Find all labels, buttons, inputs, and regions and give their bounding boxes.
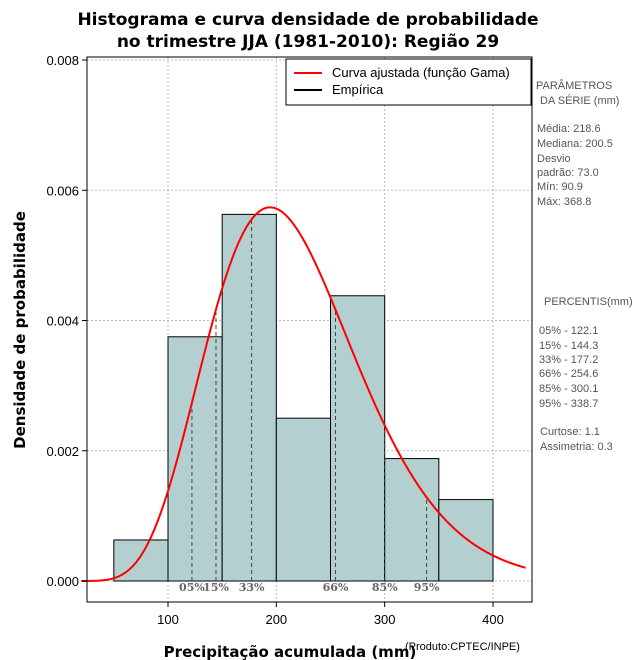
stat-mediana: Mediana: 200.5 bbox=[537, 138, 613, 150]
stat-media: Média: 218.6 bbox=[537, 123, 601, 135]
percentile-labels: 05%15% 33% 66% 85% 95% bbox=[179, 581, 440, 594]
histogram-bar-1 bbox=[167, 336, 223, 582]
histogram-bar-6 bbox=[438, 499, 494, 582]
histogram-bar-5 bbox=[384, 458, 440, 582]
chart-title-line2: no trimestre JJA (1981-2010): Região 29 bbox=[117, 32, 499, 52]
y-tick-label-3: 0.006 bbox=[46, 183, 79, 198]
stat-curtose: Curtose: 1.1 bbox=[540, 426, 600, 438]
stat-p85: 85% - 300.1 bbox=[539, 383, 598, 395]
product-credit: (Produto:CPTEC/INPE) bbox=[405, 641, 520, 653]
percentis-header: PERCENTIS(mm) bbox=[544, 296, 633, 308]
stat-desvio-2: padrão: 73.0 bbox=[537, 167, 599, 179]
percentile-label-33%: 33% bbox=[239, 581, 265, 594]
x-axis: 100 200 300 400 bbox=[157, 602, 504, 627]
percentile-label-95%: 95% bbox=[414, 581, 440, 594]
y-tick-label-4: 0.008 bbox=[46, 53, 79, 68]
stat-min: Mín: 90.9 bbox=[537, 181, 583, 193]
stat-desvio-1: Desvio bbox=[537, 153, 571, 165]
stat-p15: 15% - 144.3 bbox=[539, 340, 598, 352]
x-tick-label-2: 300 bbox=[374, 612, 396, 627]
percentile-label-05%: 05% bbox=[179, 581, 205, 594]
params-header-2: DA SÉRIE (mm) bbox=[540, 94, 619, 107]
percentile-lines bbox=[191, 219, 428, 581]
percentile-label-15%: 15% bbox=[203, 581, 229, 594]
stat-max: Máx: 368.8 bbox=[537, 196, 591, 208]
stat-p66: 66% - 254.6 bbox=[539, 368, 598, 380]
plot-frame bbox=[86, 56, 533, 603]
x-tick-label-1: 200 bbox=[265, 612, 287, 627]
histogram-bar-2 bbox=[221, 213, 277, 582]
y-axis: 0.000 0.002 0.004 0.006 0.008 bbox=[46, 53, 87, 589]
percentile-label-85%: 85% bbox=[372, 581, 398, 594]
stat-p33: 33% - 177.2 bbox=[539, 354, 598, 366]
y-tick-label-1: 0.002 bbox=[46, 444, 79, 459]
x-axis-label: Precipitação acumulada (mm) bbox=[164, 643, 417, 660]
x-tick-label-3: 400 bbox=[482, 612, 504, 627]
y-tick-label-0: 0.000 bbox=[46, 574, 79, 589]
y-tick-label-2: 0.004 bbox=[46, 314, 79, 329]
stat-assimetria: Assimetria: 0.3 bbox=[540, 441, 613, 453]
percentile-label-66%: 66% bbox=[323, 581, 349, 594]
legend: Curva ajustada (função Gama) Empírica bbox=[285, 58, 532, 106]
stats-panel: PARÂMETROS DA SÉRIE (mm) Média: 218.6 Me… bbox=[536, 79, 633, 453]
gamma-curve-group bbox=[81, 206, 526, 582]
legend-box bbox=[285, 58, 532, 106]
gamma-fit-curve bbox=[81, 206, 526, 582]
stat-p05: 05% - 122.1 bbox=[539, 325, 598, 337]
legend-label-fit: Curva ajustada (função Gama) bbox=[332, 65, 510, 80]
chart-title-line1: Histograma e curva densidade de probabil… bbox=[77, 10, 538, 30]
histogram-bar-4 bbox=[330, 295, 386, 582]
histogram-bar-3 bbox=[275, 417, 332, 582]
y-axis-label: Densidade de probabilidade bbox=[11, 211, 29, 449]
stat-p95: 95% - 338.7 bbox=[539, 398, 598, 410]
params-header-1: PARÂMETROS bbox=[536, 79, 612, 92]
x-tick-label-0: 100 bbox=[157, 612, 179, 627]
legend-label-empirical: Empírica bbox=[332, 82, 384, 97]
histogram-bars bbox=[113, 213, 494, 582]
